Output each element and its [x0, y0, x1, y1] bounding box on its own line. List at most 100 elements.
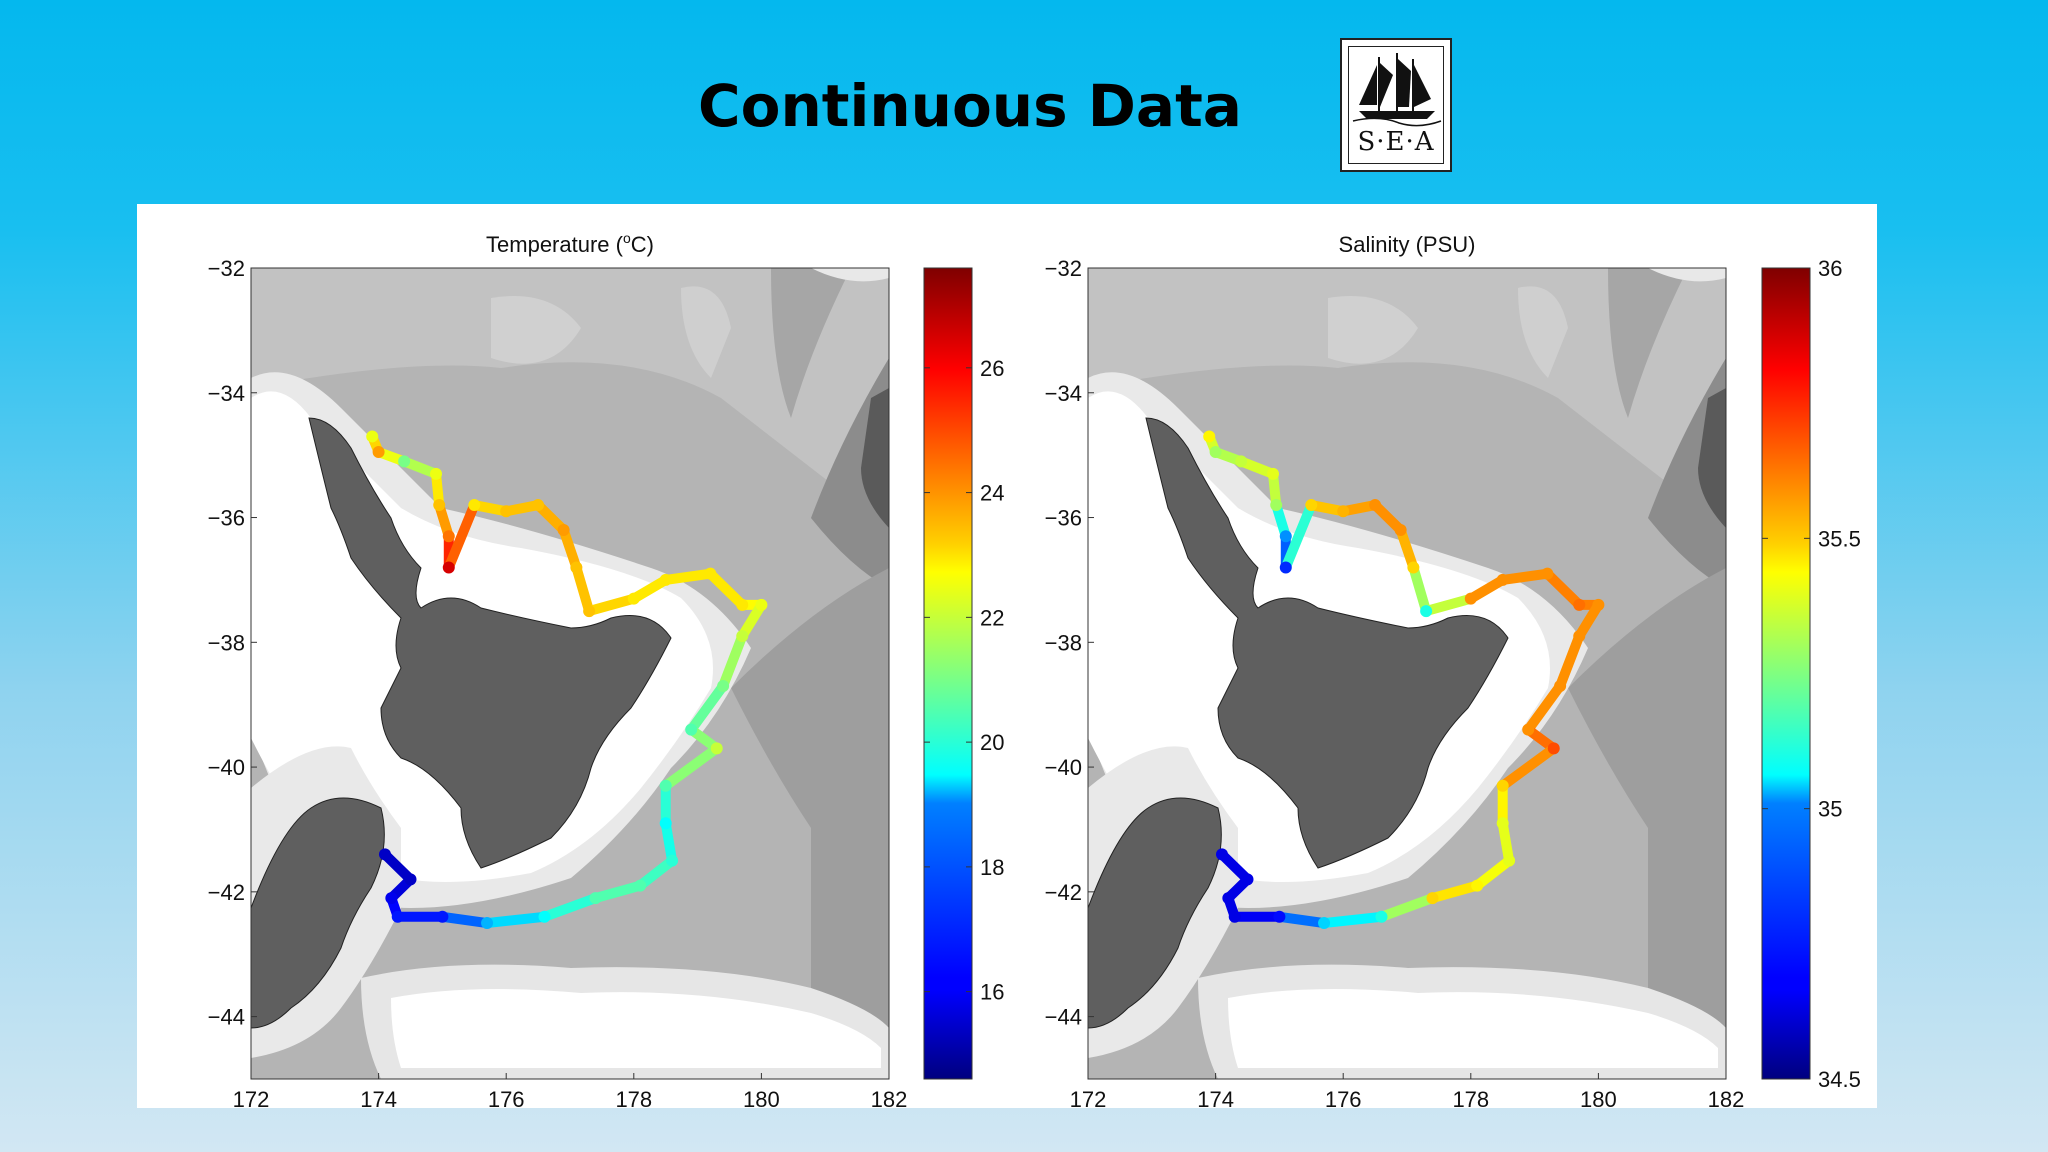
track-segment: [1465, 574, 1508, 604]
track-segment: [1280, 500, 1317, 573]
colorbar-tick-label: 26: [980, 356, 1004, 381]
data-point: [1541, 567, 1554, 580]
colorbar-tick-label: 16: [980, 980, 1004, 1005]
sailing-ship-icon: [1352, 53, 1442, 127]
x-tick-label: 182: [871, 1087, 908, 1108]
data-point: [1369, 499, 1382, 512]
data-point: [1279, 530, 1292, 543]
y-tick-label: −36: [1045, 506, 1082, 531]
axes-frame: [250, 267, 890, 1080]
logo-text: S·E·A: [1357, 127, 1435, 157]
track-segment: [737, 599, 767, 642]
data-point: [378, 848, 391, 861]
data-point: [1592, 598, 1605, 611]
track-segment: [628, 574, 671, 604]
y-tick-label: −38: [1045, 630, 1082, 655]
track-segment: [1497, 743, 1559, 791]
colorbar-tick-label: 35.5: [1818, 526, 1861, 551]
track-segment: [1574, 599, 1604, 642]
chart-title: Salinity (PSU): [1339, 232, 1476, 257]
track-segment: [718, 631, 748, 691]
data-point: [468, 499, 481, 512]
data-point: [372, 446, 385, 459]
data-point: [1522, 723, 1535, 736]
track-segment: [1421, 593, 1476, 617]
data-point: [685, 723, 698, 736]
data-point: [583, 605, 596, 618]
data-point: [532, 499, 545, 512]
sea-logo: S·E·A: [1340, 38, 1452, 172]
x-tick-label: 178: [1452, 1087, 1489, 1108]
data-point: [442, 561, 455, 574]
data-point: [500, 505, 513, 518]
data-point: [1215, 848, 1228, 861]
track-segment: [1472, 855, 1515, 891]
chart-1: Temperature (oC) 172 174 176 178 180 182 −32 −34…: [208, 230, 1005, 1112]
track-segment: [443, 500, 480, 573]
colorbar-tick-label: 24: [980, 481, 1004, 506]
track-segment: [705, 568, 748, 610]
data-point: [659, 573, 672, 586]
colorbar-tick-label: 18: [980, 855, 1004, 880]
chart-2: Salinity (PSU) 172 174 176 178 180 182 −32 −34 −3…: [1045, 232, 1861, 1112]
y-tick-label: −34: [1045, 381, 1082, 406]
data-point: [1471, 879, 1484, 892]
x-tick-label: 182: [1708, 1087, 1745, 1108]
track-segment: [1395, 525, 1419, 573]
data-point: [1228, 910, 1241, 923]
data-point: [1375, 910, 1388, 923]
data-point: [659, 779, 672, 792]
y-tick-label: −32: [1045, 256, 1082, 281]
x-tick-label: 176: [1325, 1087, 1362, 1108]
data-point: [1496, 573, 1509, 586]
data-point: [1503, 854, 1516, 867]
track-segment: [571, 562, 595, 617]
figure-panel: Temperature (oC) 172 174 176 178 180 182 −32 −34…: [137, 204, 1877, 1112]
track-segment: [1408, 562, 1432, 617]
colorbar-tick-label: 20: [980, 730, 1004, 755]
y-tick-label: −38: [208, 630, 245, 655]
track-segment: [1427, 880, 1483, 904]
colorbar: [923, 267, 973, 1080]
data-point: [398, 455, 411, 468]
chart-title: Temperature (oC): [486, 230, 654, 257]
x-tick-label: 176: [488, 1087, 525, 1108]
data-point: [1270, 499, 1283, 512]
data-point: [710, 742, 723, 755]
track-segment: [1319, 911, 1387, 929]
data-point: [1554, 679, 1567, 692]
track-segment: [590, 880, 646, 904]
data-point: [1496, 817, 1509, 830]
data-point: [755, 598, 768, 611]
data-point: [1203, 430, 1216, 443]
track-segment: [1555, 631, 1585, 691]
data-point: [1209, 446, 1222, 459]
data-point: [436, 910, 449, 923]
data-point: [481, 917, 494, 930]
y-tick-label: −36: [208, 506, 245, 531]
y-tick-label: −44: [1045, 1005, 1082, 1030]
data-point: [666, 854, 679, 867]
data-point: [1337, 505, 1350, 518]
figure: Temperature (oC) 172 174 176 178 180 182 −32 −34…: [208, 230, 1861, 1112]
track-segment: [558, 525, 582, 573]
data-point: [1420, 605, 1433, 618]
data-point: [1426, 892, 1439, 905]
bathymetry-map: [250, 267, 890, 1080]
data-point: [570, 561, 583, 574]
data-point: [404, 873, 417, 886]
x-tick-label: 178: [615, 1087, 652, 1108]
bathymetry-map: [1087, 267, 1727, 1080]
data-point: [391, 910, 404, 923]
data-point: [557, 524, 570, 537]
track-segment: [686, 680, 729, 735]
data-point: [538, 910, 551, 923]
track-segment: [660, 818, 678, 866]
data-point: [736, 630, 749, 643]
track-segment: [539, 893, 601, 922]
data-point: [1496, 779, 1509, 792]
data-point: [1464, 592, 1477, 605]
y-tick-label: −34: [208, 381, 245, 406]
colorbar-tick-label: 36: [1818, 256, 1842, 281]
track-segment: [584, 593, 639, 617]
